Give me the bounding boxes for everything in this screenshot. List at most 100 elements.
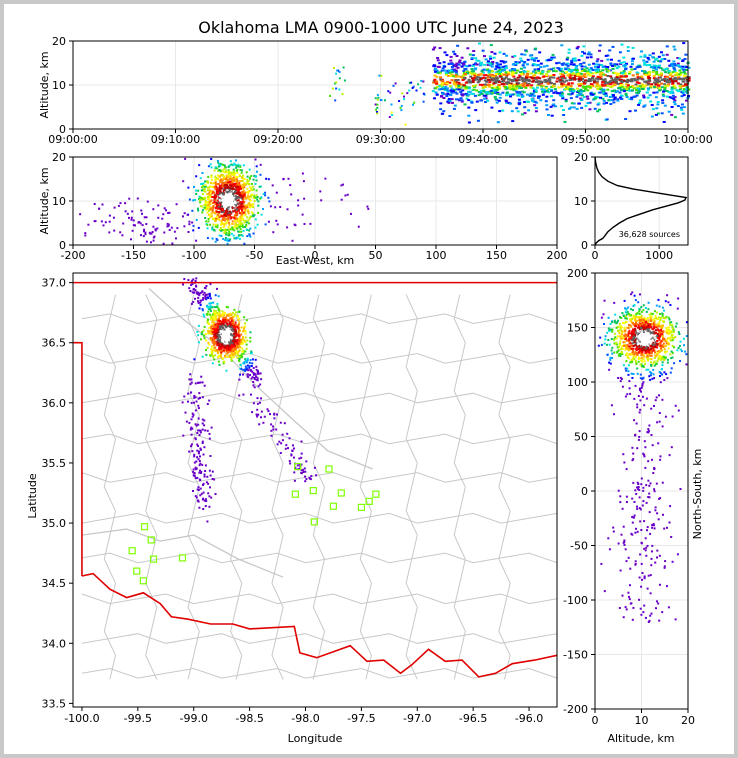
lightning-source-point (248, 361, 251, 364)
ew-point (250, 204, 253, 207)
ew-point (245, 182, 248, 185)
ew-point (217, 183, 219, 185)
ns-point (658, 420, 661, 423)
lightning-source-point (286, 432, 289, 435)
lightning-source-point (315, 474, 318, 477)
lightning-source-point (243, 361, 246, 364)
time-altitude-point (537, 83, 541, 86)
lightning-source-point (188, 287, 191, 290)
time-altitude-point (566, 64, 570, 67)
ew-point (249, 235, 252, 238)
lightning-source-point (224, 333, 227, 336)
time-altitude-point (618, 96, 622, 99)
time-altitude-point (498, 93, 502, 96)
time-altitude-point (664, 78, 668, 81)
lightning-source-point (233, 336, 236, 339)
time-altitude-point (477, 94, 481, 97)
lightning-source-point (217, 335, 220, 338)
lightning-source-point (244, 322, 247, 325)
ew-point (252, 214, 255, 217)
time-altitude-point (590, 85, 594, 88)
lightning-source-point (229, 350, 232, 353)
ew-tick-label: -100 (182, 249, 207, 262)
lightning-source-point (270, 423, 273, 426)
ew-point (249, 206, 252, 209)
time-altitude-point (559, 75, 563, 78)
time-altitude-point (636, 76, 640, 79)
time-altitude-point (597, 84, 601, 87)
ew-point (219, 203, 222, 206)
lightning-source-point (224, 336, 227, 339)
time-altitude-point (685, 87, 688, 90)
latitude-tick-label: 36.5 (42, 337, 67, 350)
ew-point (221, 185, 224, 188)
time-altitude-point (674, 80, 678, 82)
ew-point (128, 197, 131, 200)
time-altitude-ylabel: Altitude, km (38, 51, 51, 118)
lightning-source-point (230, 336, 233, 339)
time-altitude-point (530, 57, 534, 60)
ns-point (646, 324, 649, 327)
ns-point (637, 483, 640, 485)
lightning-source-point (249, 336, 252, 339)
time-altitude-point (451, 101, 454, 104)
time-altitude-point (650, 66, 654, 69)
ew-point (122, 222, 125, 225)
ew-point (236, 217, 238, 220)
lightning-source-point (200, 492, 203, 495)
ew-point (200, 189, 203, 192)
ns-point (607, 339, 610, 341)
time-altitude-point (649, 86, 653, 89)
ew-point (161, 217, 164, 220)
ew-point (241, 201, 244, 203)
time-altitude-point (566, 86, 570, 88)
time-altitude-point (445, 95, 449, 97)
time-altitude-point (519, 57, 523, 60)
time-altitude-point (434, 70, 438, 73)
ew-point (223, 164, 226, 167)
ew-point (126, 212, 129, 215)
ew-point (223, 219, 226, 222)
lightning-source-point (193, 453, 196, 456)
time-altitude-point (536, 84, 540, 87)
ns-point (632, 481, 635, 484)
time-altitude-point (512, 63, 516, 65)
ew-point (225, 174, 228, 177)
longitude-label: Longitude (288, 732, 343, 745)
ew-point (220, 223, 222, 226)
time-altitude-point (457, 81, 461, 84)
time-altitude-point (635, 71, 639, 74)
time-altitude-point (684, 53, 688, 56)
lightning-source-point (198, 429, 200, 432)
ew-point (236, 183, 239, 186)
ew-point (236, 194, 239, 197)
ew-point (209, 206, 212, 209)
time-altitude-point (670, 64, 674, 67)
time-altitude-point (579, 88, 583, 91)
ns-point (659, 458, 662, 461)
time-altitude-point (521, 90, 525, 93)
time-altitude-point (514, 64, 518, 66)
ew-point (165, 209, 167, 212)
county-boundary (81, 593, 558, 605)
lightning-source-point (302, 468, 305, 471)
ew-point (247, 183, 250, 186)
ew-point (216, 159, 219, 162)
latitude-label: Latitude (26, 473, 39, 519)
lightning-source-point (203, 337, 206, 340)
lightning-source-point (206, 305, 209, 308)
time-altitude-point (676, 62, 680, 65)
time-altitude-point (549, 82, 553, 84)
time-altitude-point (661, 101, 665, 104)
ew-point (216, 239, 219, 242)
ew-point (224, 209, 227, 212)
time-altitude-point (628, 80, 632, 82)
lightning-source-point (196, 432, 199, 434)
time-altitude-point (399, 106, 402, 109)
lightning-source-point (213, 342, 216, 345)
lightning-source-point (234, 329, 237, 332)
time-altitude-point (671, 94, 675, 97)
time-altitude-point (554, 105, 558, 108)
time-altitude-point (448, 81, 452, 84)
time-altitude-point (537, 69, 541, 72)
